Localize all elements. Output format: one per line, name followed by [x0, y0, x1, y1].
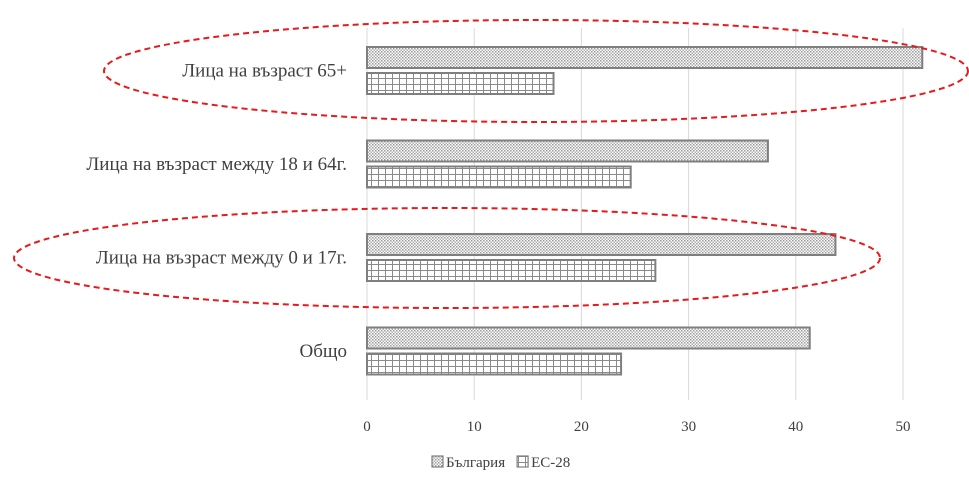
x-tick-label: 40	[788, 419, 803, 435]
highlight-ellipse	[103, 19, 969, 123]
bar-eu28	[366, 259, 657, 282]
x-tick-label: 50	[896, 419, 911, 435]
legend-label: България	[446, 455, 505, 471]
bar-eu28	[366, 352, 623, 376]
x-tick-label: 30	[681, 419, 696, 435]
annotations	[13, 19, 969, 309]
bar-bulgaria	[366, 326, 811, 350]
category-label: Общо	[299, 341, 347, 362]
legend-swatch	[516, 455, 529, 468]
category-label: Лица на възраст 65+	[182, 61, 347, 82]
bars	[366, 46, 924, 376]
legend-swatch	[431, 455, 444, 468]
bar-eu28	[366, 72, 555, 95]
legend-label: ЕС-28	[531, 455, 570, 471]
x-tick-label: 20	[574, 419, 589, 435]
bar-bulgaria	[366, 139, 769, 163]
category-label: Лица на възраст между 18 и 64г.	[86, 154, 347, 175]
bar-bulgaria	[366, 46, 924, 69]
x-tick-labels: 0 10 20 30 40 50	[363, 419, 910, 435]
highlight-ellipse	[13, 207, 881, 309]
x-tick-label: 0	[363, 419, 371, 435]
category-labels: Лица на възраст 65+ Лица на възраст между…	[86, 61, 347, 363]
bar-bulgaria	[366, 233, 837, 256]
x-tick-label: 10	[467, 419, 482, 435]
category-label: Лица на възраст между 0 и 17г.	[96, 248, 347, 269]
bar-eu28	[366, 165, 632, 189]
legend: България ЕС-28	[431, 455, 570, 471]
